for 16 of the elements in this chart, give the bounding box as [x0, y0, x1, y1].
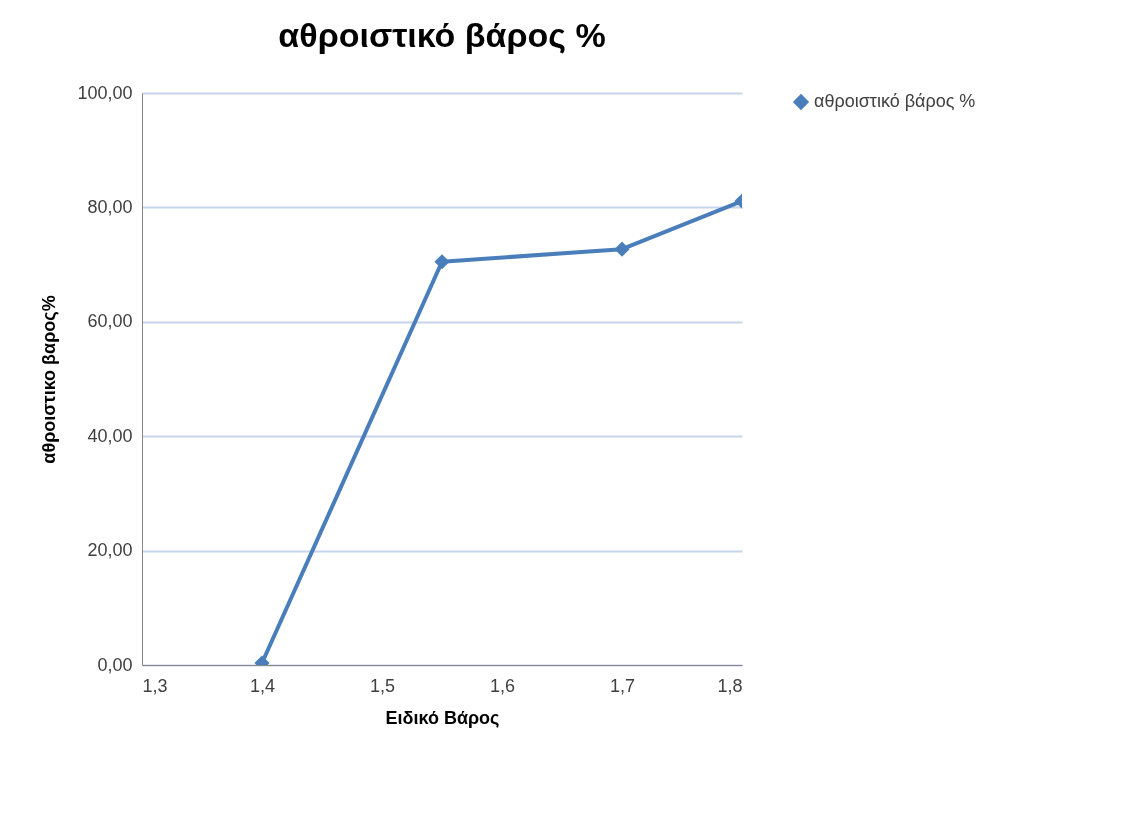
x-tick-label: 1,6 [489, 675, 516, 696]
chart-title: αθροιστικό βάρος % [278, 16, 606, 54]
x-tick-label: 1,8 [717, 675, 743, 696]
y-tick-label: 60,00 [87, 311, 133, 332]
y-tick-label: 40,00 [87, 425, 133, 446]
x-tick-label: 1,5 [369, 675, 396, 696]
x-tick-label: 1,7 [609, 675, 636, 696]
y-tick-label: 20,00 [87, 540, 133, 561]
x-tick-label: 1,3 [142, 675, 168, 696]
y-axis-title: αθροιστικο βαρος% [39, 295, 60, 464]
x-tick-label: 1,4 [249, 675, 276, 696]
y-tick-label: 100,00 [77, 82, 133, 103]
y-tick-label: 80,00 [87, 196, 133, 217]
legend-label: αθροιστικό βάρος % [814, 91, 976, 111]
y-tick-label: 0,00 [97, 654, 133, 675]
x-axis-title: Ειδικό Βάρος [385, 707, 500, 728]
